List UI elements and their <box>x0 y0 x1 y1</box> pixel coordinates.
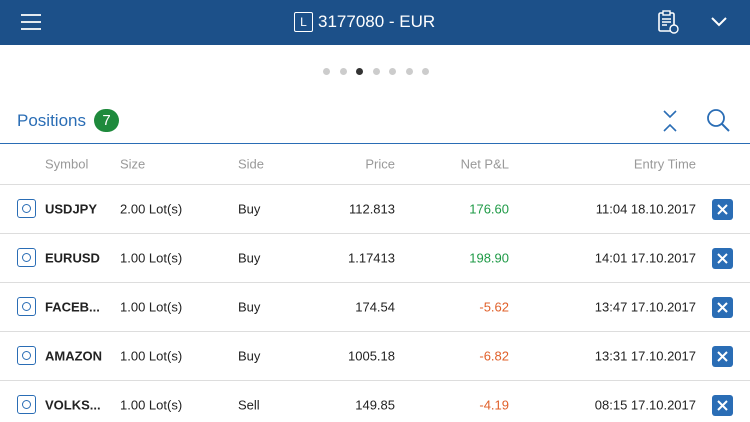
symbol: VOLKS... <box>45 397 101 413</box>
close-button[interactable] <box>712 297 733 318</box>
select-checkbox[interactable] <box>17 199 36 218</box>
count-badge: 7 <box>94 109 119 132</box>
checkbox-ring <box>22 302 31 311</box>
page-dot[interactable] <box>372 68 380 75</box>
net-pnl: 176.60 <box>469 201 509 217</box>
close-icon <box>717 302 728 313</box>
section-title: Positions <box>17 111 86 130</box>
size: 1.00 Lot(s) <box>120 348 183 364</box>
checkbox-ring <box>22 400 31 409</box>
price: 174.54 <box>355 299 395 315</box>
account-type-icon: L <box>294 12 313 32</box>
side: Buy <box>238 348 261 364</box>
checkbox-ring <box>22 253 31 262</box>
row-divider <box>0 184 750 185</box>
checkbox-ring <box>22 204 31 213</box>
net-pnl: -4.19 <box>479 397 509 413</box>
column-header: Symbol <box>45 156 89 172</box>
side: Sell <box>238 397 260 413</box>
close-button[interactable] <box>712 346 733 367</box>
net-pnl: 198.90 <box>469 250 509 266</box>
page-dot[interactable] <box>405 68 413 75</box>
select-checkbox[interactable] <box>17 248 36 267</box>
column-header: Price <box>365 156 395 172</box>
price: 112.813 <box>348 201 395 217</box>
size: 1.00 Lot(s) <box>120 397 183 413</box>
select-checkbox[interactable] <box>17 346 36 365</box>
entry-time: 13:31 17.10.2017 <box>594 348 696 364</box>
close-button[interactable] <box>712 199 733 220</box>
column-header: Side <box>238 156 265 172</box>
price: 1005.18 <box>348 348 395 364</box>
row-divider <box>0 233 750 234</box>
page-dot[interactable] <box>356 68 363 75</box>
page-dot[interactable] <box>339 68 347 75</box>
column-header: Entry Time <box>633 156 696 172</box>
symbol: USDJPY <box>45 201 98 217</box>
side: Buy <box>238 201 261 217</box>
net-pnl: -5.62 <box>479 299 509 315</box>
size: 2.00 Lot(s) <box>120 201 183 217</box>
account-title[interactable]: 3177080 - EUR <box>318 12 436 31</box>
column-header: Size <box>120 156 146 172</box>
select-checkbox[interactable] <box>17 297 36 316</box>
page-dot[interactable] <box>422 68 429 75</box>
menu-button[interactable] <box>20 12 42 32</box>
close-icon <box>717 351 728 362</box>
report-button[interactable] <box>656 10 680 34</box>
entry-time: 14:01 17.10.2017 <box>594 250 696 266</box>
checkbox-ring <box>22 351 31 360</box>
page-dot[interactable] <box>323 68 330 75</box>
size: 1.00 Lot(s) <box>120 250 183 266</box>
collapse-button[interactable] <box>661 109 679 133</box>
column-header: Net P&L <box>460 156 509 172</box>
entry-time: 13:47 17.10.2017 <box>594 299 696 315</box>
page-dot[interactable] <box>389 68 396 75</box>
symbol: AMAZON <box>45 348 103 364</box>
price: 1.17413 <box>348 250 395 266</box>
close-button[interactable] <box>712 248 733 269</box>
close-icon <box>717 253 728 264</box>
top-bar <box>0 0 750 45</box>
entry-time: 11:04 18.10.2017 <box>595 201 696 217</box>
entry-time: 08:15 17.10.2017 <box>594 397 696 413</box>
search-button[interactable] <box>706 108 730 132</box>
row-divider <box>0 282 750 283</box>
select-checkbox[interactable] <box>17 395 36 414</box>
close-button[interactable] <box>712 395 733 416</box>
close-icon <box>717 400 728 411</box>
row-divider <box>0 331 750 332</box>
symbol: FACEB... <box>45 299 100 315</box>
symbol: EURUSD <box>45 250 100 266</box>
dropdown-button[interactable] <box>710 15 728 29</box>
section-divider <box>0 143 750 144</box>
price: 149.85 <box>355 397 395 413</box>
net-pnl: -6.82 <box>479 348 509 364</box>
close-icon <box>717 204 728 215</box>
row-divider <box>0 380 750 381</box>
size: 1.00 Lot(s) <box>120 299 183 315</box>
side: Buy <box>238 299 261 315</box>
side: Buy <box>238 250 261 266</box>
